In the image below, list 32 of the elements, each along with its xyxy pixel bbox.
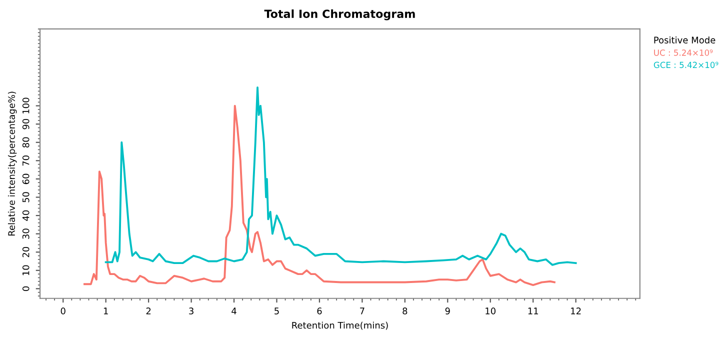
y-axis-title: Relative intensity(percentage%): [8, 92, 17, 236]
x-tick-label: 3: [189, 308, 194, 314]
x-tick-label: 4: [232, 308, 236, 314]
x-axis-title: Retention Time(mins): [292, 322, 388, 330]
y-tick-label: 80: [22, 137, 30, 148]
x-tick-label: 7: [360, 308, 364, 314]
x-tick-label: 10: [486, 308, 496, 314]
chart-title: Total Ion Chromatogram: [264, 9, 415, 20]
y-tick-label: 50: [22, 192, 30, 202]
text: UC : 5.24×10⁹: [654, 50, 713, 56]
line-series: [84, 104, 556, 286]
x-tick-label: 2: [146, 308, 151, 314]
x-tick-label: 8: [402, 308, 408, 314]
x-tick-label: 1: [104, 308, 108, 314]
x-tick-label: 5: [274, 308, 279, 314]
x-tick-label: 11: [528, 308, 538, 314]
y-tick-label: 10: [22, 265, 30, 276]
y-tick-label: 0: [22, 286, 30, 291]
y-tick-label: 30: [22, 228, 30, 239]
text: GCE : 5.42×10⁹: [654, 62, 718, 68]
y-tick-label: 60: [22, 174, 30, 184]
x-tick-label: 6: [317, 308, 322, 314]
y-tick-label: 90: [22, 118, 30, 130]
y-tick-label: 100: [22, 98, 30, 114]
x-tick-label: 12: [571, 308, 581, 314]
line-series: [104, 86, 577, 266]
x-tick-label: 9: [445, 308, 450, 314]
y-tick-label: 70: [22, 156, 30, 166]
legend-title: Positive Mode: [654, 36, 716, 44]
x-tick-label: 0: [60, 308, 66, 314]
y-tick-label: 20: [22, 246, 30, 258]
y-tick-label: 40: [22, 210, 30, 221]
